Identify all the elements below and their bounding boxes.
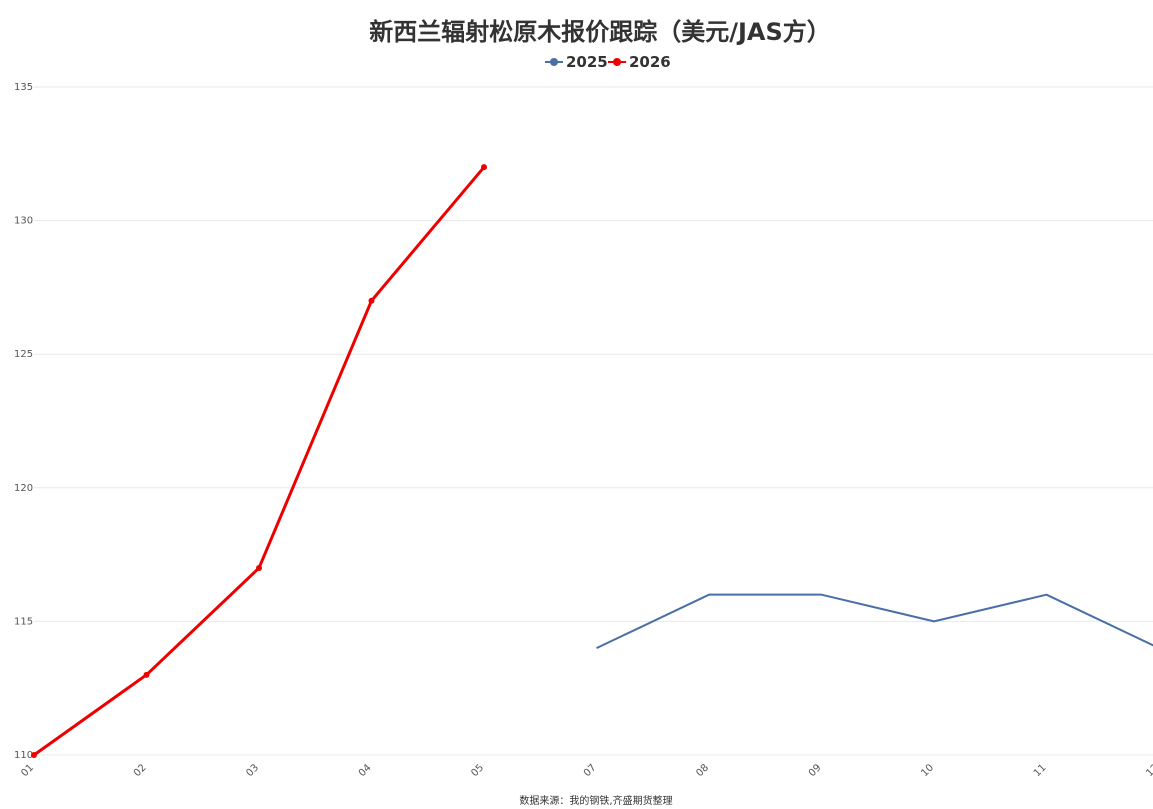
y-axis: 110 115 120 125 130 135 bbox=[14, 82, 33, 761]
x-axis: 120102030405070809101112 bbox=[19, 762, 1153, 779]
x-tick-label: 07 bbox=[582, 762, 599, 779]
y-tick-label: 120 bbox=[14, 483, 33, 494]
series-2026 bbox=[31, 164, 487, 758]
data-point[interactable] bbox=[256, 564, 262, 571]
x-tick-label: 10 bbox=[919, 762, 936, 779]
x-tick-label: 02 bbox=[132, 762, 149, 779]
series-line-2026 bbox=[33, 166, 486, 757]
legend: 2025 2026 bbox=[545, 53, 671, 71]
x-tick-label: 04 bbox=[357, 762, 374, 779]
legend-label-2026: 2026 bbox=[629, 53, 671, 71]
y-tick-label: 115 bbox=[14, 616, 33, 627]
data-point[interactable] bbox=[143, 671, 150, 678]
series-line-2025 bbox=[596, 593, 1153, 650]
y-tick-label: 135 bbox=[14, 82, 33, 93]
series bbox=[31, 164, 1153, 758]
x-tick-label: 09 bbox=[807, 762, 824, 779]
x-tick-label: 11 bbox=[1032, 762, 1049, 779]
x-tick-label: 08 bbox=[694, 762, 711, 779]
data-point[interactable] bbox=[31, 752, 37, 758]
chart-title: 新西兰辐射松原木报价跟踪（美元/JAS方） bbox=[369, 18, 831, 46]
y-tick-label: 130 bbox=[14, 216, 33, 227]
x-tick-label: 01 bbox=[19, 762, 36, 779]
x-tick-label: 12 bbox=[1144, 762, 1153, 779]
legend-item-2026[interactable]: 2026 bbox=[608, 53, 671, 71]
y-tick-label: 110 bbox=[14, 750, 33, 761]
data-point[interactable] bbox=[368, 297, 375, 304]
legend-label-2025: 2025 bbox=[566, 53, 608, 71]
gridlines bbox=[34, 86, 1153, 756]
x-tick-label: 05 bbox=[469, 762, 486, 779]
data-source-note: 数据来源：我的钢铁,齐盛期货整理 bbox=[519, 794, 672, 807]
series-2025 bbox=[596, 593, 1153, 650]
data-point[interactable] bbox=[481, 164, 487, 171]
legend-item-2025[interactable]: 2025 bbox=[545, 53, 608, 71]
y-tick-label: 125 bbox=[14, 349, 33, 360]
x-tick-label: 03 bbox=[244, 762, 261, 779]
